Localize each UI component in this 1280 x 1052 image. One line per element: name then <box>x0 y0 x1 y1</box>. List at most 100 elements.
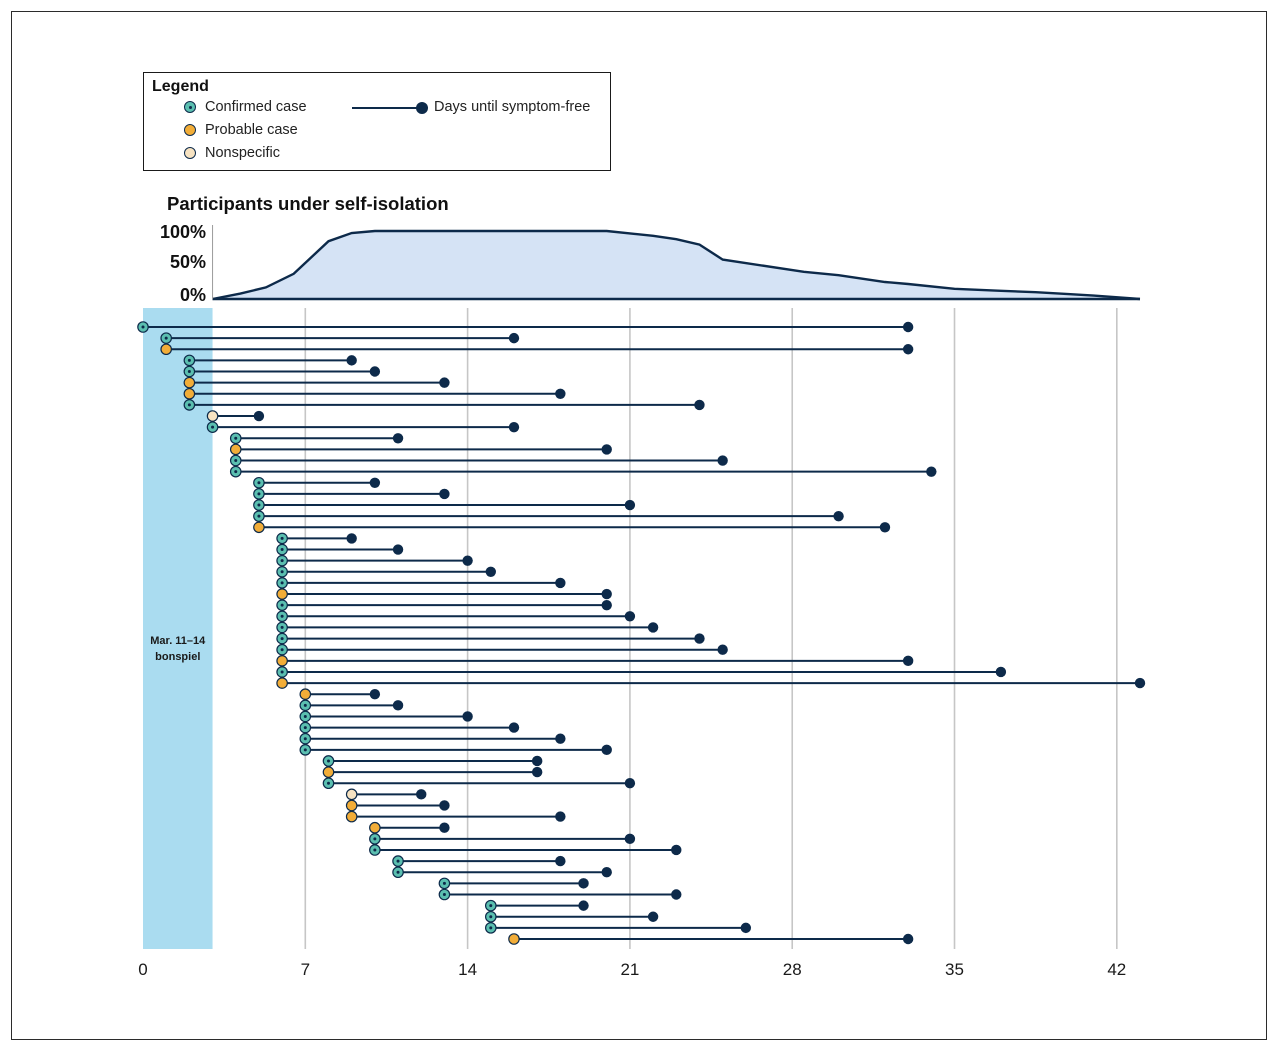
participant-row <box>299 732 566 745</box>
bonspiel-band <box>143 308 213 949</box>
legend: Legend Confirmed case Probable case Nons… <box>143 72 611 171</box>
confirmed-point-core <box>489 904 493 908</box>
confirmed-point-core <box>257 481 261 485</box>
confirmed-point-core <box>211 425 215 429</box>
probable-case-point <box>322 766 335 778</box>
probable-case-point <box>160 343 172 356</box>
confirmed-point-core <box>141 325 145 329</box>
nonspecific-case-point <box>206 410 219 422</box>
symptom-free-point <box>369 477 381 488</box>
x-tick-label: 14 <box>458 960 477 979</box>
symptom-free-point <box>624 611 636 622</box>
confirmed-point-core <box>442 881 446 885</box>
probable-case-point <box>253 521 265 534</box>
symptom-free-point <box>439 377 450 388</box>
confirmed-point-core <box>303 726 307 730</box>
symptom-free-point <box>624 778 636 789</box>
legend-nonspecific-label: Nonspecific <box>205 145 280 161</box>
symptom-free-line-sample <box>352 107 422 109</box>
legend-days-label: Days until symptom-free <box>434 99 591 115</box>
symptom-free-point <box>555 733 566 744</box>
symptom-free-point <box>1134 677 1146 689</box>
participant-row <box>206 421 520 433</box>
participant-row <box>299 699 404 712</box>
symptom-free-point <box>694 633 705 644</box>
confirmed-point-core <box>303 714 307 718</box>
participant-row <box>438 888 682 901</box>
confirmed-point-core <box>280 559 284 563</box>
confirmed-point-core <box>280 603 284 607</box>
symptom-free-point <box>555 855 566 867</box>
confirmed-point-core <box>280 548 284 552</box>
participant-row <box>369 844 682 856</box>
symptom-free-point <box>647 622 659 633</box>
probable-case-point <box>508 933 520 945</box>
confirmed-point-core <box>234 436 238 440</box>
symptom-free-point <box>902 655 914 667</box>
bonspiel-label-line2: bonspiel <box>155 651 200 663</box>
x-tick-label: 42 <box>1107 960 1126 979</box>
x-axis-ticks: 0 7 14 21 28 35 42 <box>138 960 1126 979</box>
x-tick-label: 0 <box>138 960 147 979</box>
symptom-free-point <box>416 789 427 800</box>
participant-row <box>484 922 752 934</box>
symptom-free-point <box>601 588 612 600</box>
probable-case-marker <box>184 124 196 136</box>
participant-row <box>345 799 450 812</box>
symptom-free-point <box>346 533 357 544</box>
probable-case-point <box>183 387 196 400</box>
isolation-area-line <box>212 229 1141 301</box>
symptom-free-point <box>601 867 612 878</box>
confirmed-point-core <box>396 859 400 863</box>
participant-row <box>276 577 566 589</box>
y-tick-50: 50% <box>169 252 206 272</box>
probable-case-point <box>276 655 288 667</box>
confirmed-point-core <box>373 837 377 841</box>
probable-case-point <box>299 688 312 700</box>
probable-case-point <box>183 376 196 389</box>
participant-row <box>160 343 914 356</box>
symptom-free-point <box>694 399 705 411</box>
symptom-free-point <box>531 755 543 767</box>
confirmed-point-core <box>257 492 261 496</box>
participant-row <box>229 465 937 478</box>
participant-row <box>253 521 891 534</box>
participant-row <box>276 643 728 656</box>
x-tick-label: 35 <box>945 960 964 979</box>
bonspiel-label-line1: Mar. 11–14 <box>150 635 206 647</box>
participant-row <box>438 877 589 890</box>
confirmed-point-core <box>303 748 307 752</box>
legend-confirmed-label: Confirmed case <box>205 99 307 115</box>
confirmed-point-core <box>187 358 191 362</box>
participant-row <box>276 554 473 567</box>
participant-row <box>229 454 728 467</box>
symptom-free-point <box>439 822 450 833</box>
confirmed-point-core <box>489 915 493 919</box>
symptom-free-point <box>555 388 566 399</box>
participant-row <box>253 499 636 511</box>
participant-row <box>160 332 520 344</box>
symptom-free-point <box>578 900 589 911</box>
symptom-free-point <box>717 455 728 466</box>
confirmed-point-core <box>257 514 261 518</box>
symptom-free-point <box>392 433 404 444</box>
participant-row <box>253 488 450 500</box>
symptom-free-point <box>462 711 473 722</box>
confirmed-point-core <box>280 614 284 618</box>
probable-case-point <box>276 677 288 689</box>
participant-row <box>137 321 914 333</box>
confirmed-point-core <box>303 737 307 741</box>
participant-row <box>229 443 612 456</box>
confirmed-point-core <box>280 581 284 585</box>
symptom-free-point <box>902 933 914 945</box>
participant-row <box>276 599 612 611</box>
probable-case-point <box>229 443 242 456</box>
participant-row <box>299 744 612 756</box>
confirmed-point-core <box>280 670 284 674</box>
participant-row <box>276 621 659 634</box>
participant-rows <box>137 321 1146 945</box>
participant-row <box>484 899 589 912</box>
confirmed-point-core <box>280 648 284 652</box>
symptom-free-point <box>485 566 496 577</box>
confirmed-point-core <box>489 926 493 930</box>
